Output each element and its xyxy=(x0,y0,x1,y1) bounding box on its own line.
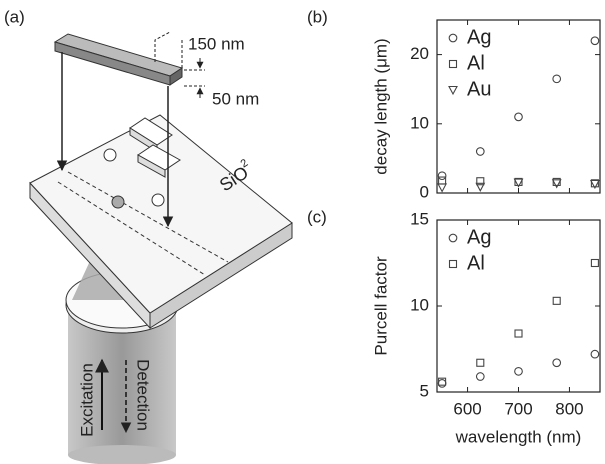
x-axis-label: wavelength (nm) xyxy=(455,427,582,446)
marker xyxy=(438,184,446,192)
legend-label: Al xyxy=(467,252,485,274)
legend-marker xyxy=(450,61,457,68)
legend-marker xyxy=(449,87,457,95)
y-tick-label: 20 xyxy=(410,44,429,63)
marker xyxy=(438,172,446,180)
marker xyxy=(591,37,599,45)
y-tick-label: 5 xyxy=(420,381,429,400)
legend-marker xyxy=(449,34,457,42)
legend-label: Al xyxy=(467,52,485,74)
diagram: (a) Excitation Detection SiO 2 xyxy=(4,7,292,464)
legend-marker xyxy=(450,261,457,268)
figure: (a) Excitation Detection SiO 2 xyxy=(0,0,605,464)
chip-top xyxy=(30,115,292,313)
marker xyxy=(553,180,561,188)
legend-label: Ag xyxy=(467,226,491,248)
particle xyxy=(112,196,124,208)
x-tick-label: 700 xyxy=(504,399,532,418)
y-tick-label: 10 xyxy=(410,295,429,314)
width-label: 150 nm xyxy=(188,34,245,53)
legend-label: Ag xyxy=(467,26,491,48)
legend-marker xyxy=(449,234,457,242)
y-axis-label: Purcell factor xyxy=(371,256,390,356)
height-label: 50 nm xyxy=(212,89,259,108)
marker xyxy=(553,297,560,304)
marker xyxy=(553,359,561,367)
marker xyxy=(591,260,598,267)
plot-frame xyxy=(437,220,600,392)
plot-frame xyxy=(437,20,600,193)
y-tick-label: 10 xyxy=(410,113,429,132)
panel-label: (b) xyxy=(307,7,328,26)
marker xyxy=(591,350,599,358)
marker xyxy=(438,380,446,388)
marker xyxy=(477,359,484,366)
panel-label: (c) xyxy=(307,207,327,226)
particle xyxy=(104,149,116,161)
marker xyxy=(515,113,523,121)
excitation-label: Excitation xyxy=(77,363,96,437)
marker xyxy=(553,75,561,83)
y-axis-label: decay length (μm) xyxy=(371,38,390,174)
detection-label: Detection xyxy=(134,359,153,431)
marker xyxy=(476,373,484,381)
panel-label: (a) xyxy=(4,7,25,26)
marker xyxy=(476,148,484,156)
y-tick-label: 15 xyxy=(410,209,429,228)
particle xyxy=(152,194,164,206)
y-tick-label: 0 xyxy=(420,182,429,201)
x-tick-label: 800 xyxy=(555,399,583,418)
marker xyxy=(515,330,522,337)
legend-label: Au xyxy=(467,78,491,100)
x-tick-label: 600 xyxy=(453,399,481,418)
marker xyxy=(515,368,523,376)
dimension-line xyxy=(155,32,170,62)
